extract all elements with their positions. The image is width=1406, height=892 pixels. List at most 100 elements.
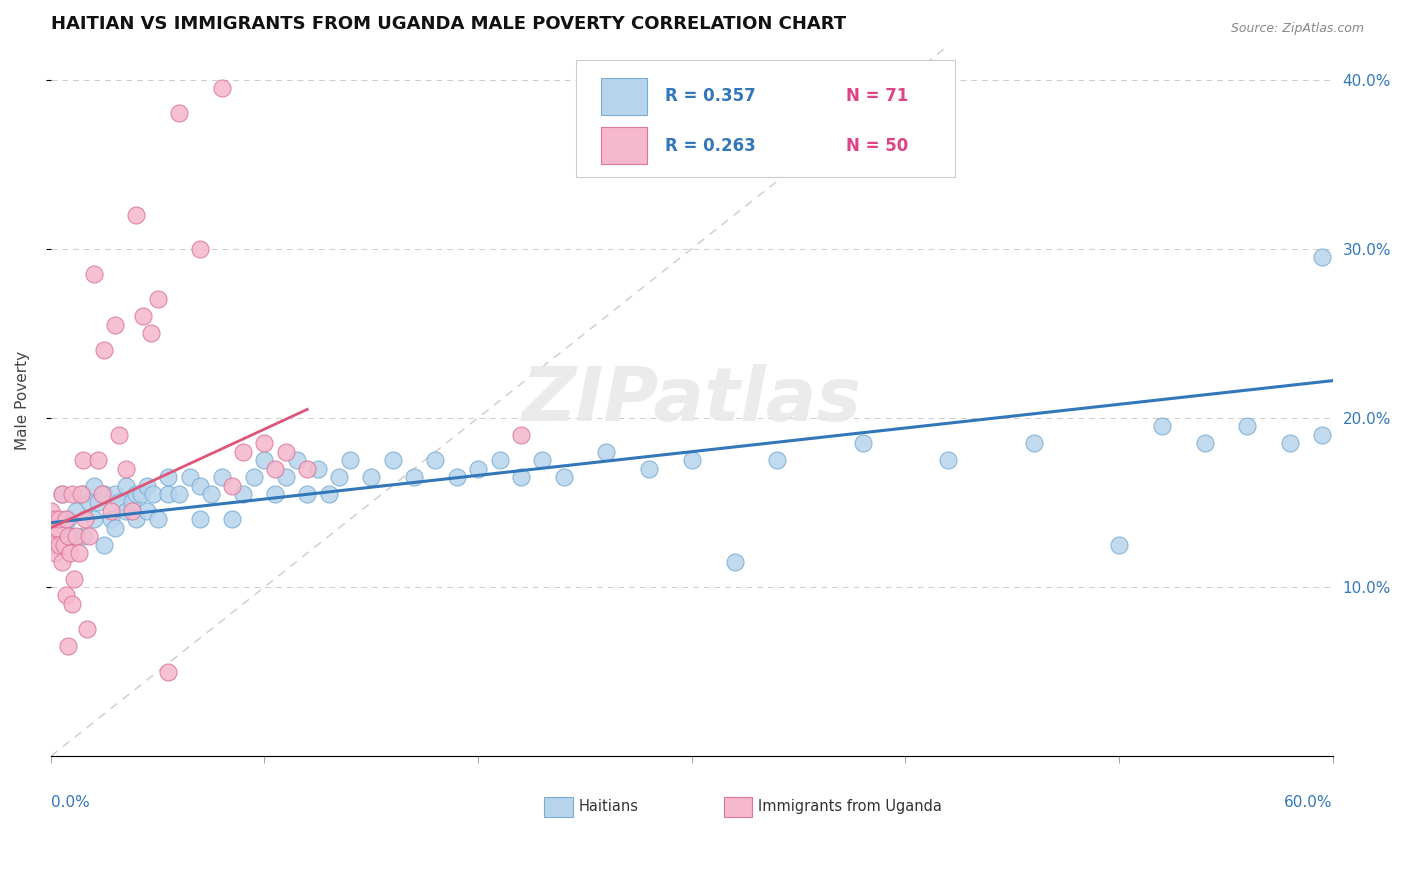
Point xyxy=(509,427,531,442)
Point xyxy=(381,453,404,467)
Point xyxy=(1279,436,1302,450)
Point xyxy=(264,487,287,501)
Point xyxy=(72,453,94,467)
Point xyxy=(146,293,169,307)
Point xyxy=(157,470,180,484)
Point xyxy=(87,453,110,467)
Point xyxy=(91,487,114,501)
Point xyxy=(59,546,82,560)
Point xyxy=(190,512,212,526)
Point xyxy=(114,461,136,475)
Point xyxy=(114,478,136,492)
Point xyxy=(509,470,531,484)
Point xyxy=(51,487,73,501)
Point xyxy=(125,512,148,526)
Point xyxy=(297,487,319,501)
Point xyxy=(1310,427,1333,442)
Point xyxy=(339,453,361,467)
Bar xyxy=(600,78,647,114)
Point xyxy=(1108,538,1130,552)
Point xyxy=(51,487,73,501)
Point xyxy=(1022,436,1045,450)
Point xyxy=(274,470,297,484)
Y-axis label: Male Poverty: Male Poverty xyxy=(15,351,30,450)
Point xyxy=(446,470,468,484)
Point xyxy=(65,529,87,543)
Point xyxy=(76,622,98,636)
Point xyxy=(157,665,180,679)
Point xyxy=(44,512,66,526)
Point xyxy=(179,470,201,484)
Point xyxy=(146,512,169,526)
Point xyxy=(125,208,148,222)
Point xyxy=(93,343,115,358)
Point xyxy=(69,487,91,501)
Point xyxy=(190,478,212,492)
Point xyxy=(328,470,350,484)
Text: R = 0.357: R = 0.357 xyxy=(665,87,755,105)
Text: Source: ZipAtlas.com: Source: ZipAtlas.com xyxy=(1230,22,1364,36)
Point xyxy=(307,461,329,475)
Point xyxy=(274,444,297,458)
Point xyxy=(232,444,254,458)
Bar xyxy=(724,797,752,816)
Point xyxy=(63,572,86,586)
Point xyxy=(108,427,131,442)
Point xyxy=(253,453,276,467)
Point xyxy=(1194,436,1216,450)
Point xyxy=(60,529,83,543)
Point xyxy=(104,318,127,332)
Point xyxy=(232,487,254,501)
Point xyxy=(93,538,115,552)
Point xyxy=(121,504,143,518)
Point xyxy=(67,546,90,560)
Point xyxy=(104,521,127,535)
Bar xyxy=(544,797,572,816)
Text: 60.0%: 60.0% xyxy=(1284,796,1333,810)
Point xyxy=(83,267,105,281)
Point xyxy=(852,436,875,450)
Text: ZIPatlas: ZIPatlas xyxy=(522,365,862,437)
Point xyxy=(425,453,447,467)
Point xyxy=(142,487,165,501)
Point xyxy=(51,555,73,569)
Point xyxy=(141,326,163,341)
Text: 0.0%: 0.0% xyxy=(51,796,90,810)
Point xyxy=(48,512,70,526)
Point xyxy=(131,310,153,324)
Point xyxy=(157,487,180,501)
Point xyxy=(108,495,131,509)
Point xyxy=(1150,419,1173,434)
Point xyxy=(318,487,340,501)
Point xyxy=(56,529,79,543)
Point xyxy=(72,529,94,543)
Point xyxy=(402,470,425,484)
Point xyxy=(531,453,554,467)
Point xyxy=(190,242,212,256)
Point xyxy=(93,487,115,501)
Point xyxy=(200,487,222,501)
Point xyxy=(211,470,233,484)
Point xyxy=(297,461,319,475)
FancyBboxPatch shape xyxy=(576,60,955,178)
Text: Haitians: Haitians xyxy=(579,799,638,814)
Point xyxy=(253,436,276,450)
Point xyxy=(264,461,287,475)
Text: HAITIAN VS IMMIGRANTS FROM UGANDA MALE POVERTY CORRELATION CHART: HAITIAN VS IMMIGRANTS FROM UGANDA MALE P… xyxy=(51,15,846,33)
Point xyxy=(681,453,703,467)
Point xyxy=(60,487,83,501)
Point xyxy=(766,453,789,467)
Point xyxy=(56,639,79,653)
Point xyxy=(56,512,79,526)
Point xyxy=(221,512,243,526)
Point xyxy=(52,538,75,552)
Point xyxy=(129,487,152,501)
Point xyxy=(595,444,617,458)
Point xyxy=(467,461,489,475)
Point xyxy=(46,521,69,535)
Point xyxy=(83,512,105,526)
Text: N = 50: N = 50 xyxy=(845,136,908,155)
Point xyxy=(44,546,66,560)
Point xyxy=(638,461,661,475)
Point xyxy=(936,453,959,467)
